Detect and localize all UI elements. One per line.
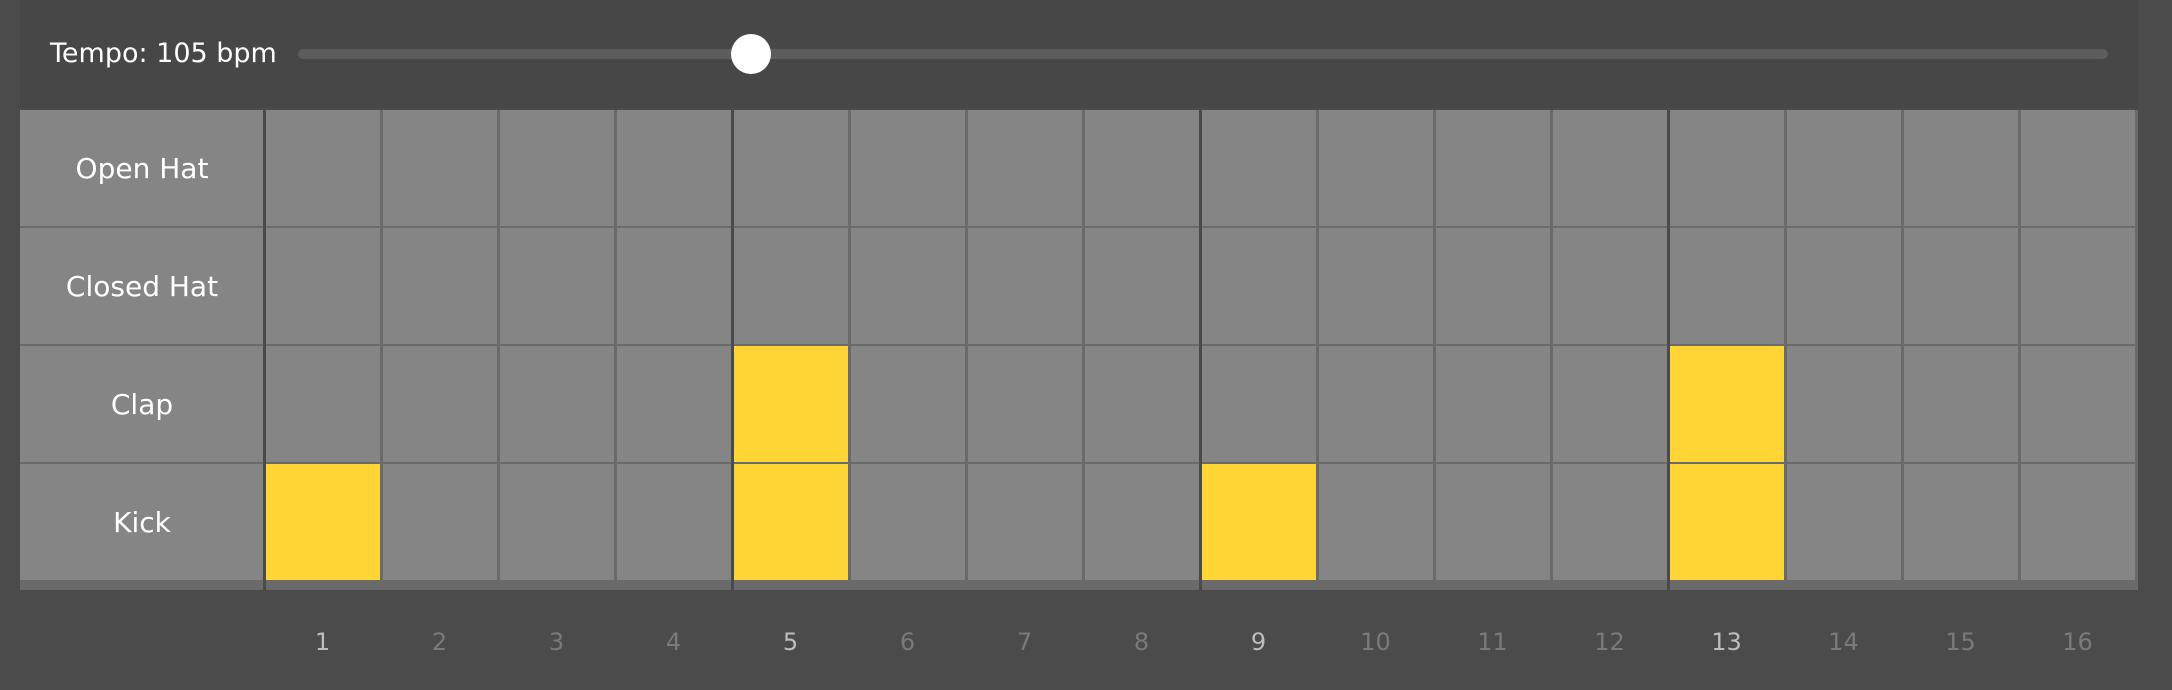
- step-number: 1: [314, 628, 331, 656]
- step-cell-open-hat-16[interactable]: [2021, 110, 2135, 226]
- step-cell-kick-4[interactable]: [617, 464, 731, 580]
- step-number: 7: [1016, 628, 1033, 656]
- step-number: 3: [548, 628, 565, 656]
- step-number: 14: [1828, 628, 1859, 656]
- tempo-slider-track[interactable]: [298, 49, 2108, 59]
- step-cell-kick-7[interactable]: [968, 464, 1082, 580]
- step-cell-kick-8[interactable]: [1085, 464, 1199, 580]
- step-cell-clap-5[interactable]: [734, 346, 848, 462]
- step-cell-clap-8[interactable]: [1085, 346, 1199, 462]
- step-cell-open-hat-4[interactable]: [617, 110, 731, 226]
- step-cell-closed-hat-10[interactable]: [1319, 228, 1433, 344]
- step-cell-open-hat-12[interactable]: [1553, 110, 1667, 226]
- step-cell-open-hat-14[interactable]: [1787, 110, 1901, 226]
- step-cell-kick-13[interactable]: [1670, 464, 1784, 580]
- step-cell-kick-9[interactable]: [1202, 464, 1316, 580]
- step-cell-open-hat-2[interactable]: [383, 110, 497, 226]
- step-number: 4: [665, 628, 682, 656]
- step-cell-closed-hat-14[interactable]: [1787, 228, 1901, 344]
- step-number: 8: [1133, 628, 1150, 656]
- step-cell-kick-10[interactable]: [1319, 464, 1433, 580]
- beat-divider: [263, 110, 266, 590]
- beat-divider: [731, 110, 734, 590]
- step-cell-clap-10[interactable]: [1319, 346, 1433, 462]
- step-number: 12: [1594, 628, 1625, 656]
- step-cell-closed-hat-1[interactable]: [266, 228, 380, 344]
- step-number: 16: [2062, 628, 2093, 656]
- step-cell-clap-11[interactable]: [1436, 346, 1550, 462]
- step-number: 6: [899, 628, 916, 656]
- step-number: 11: [1477, 628, 1508, 656]
- step-cell-kick-3[interactable]: [500, 464, 614, 580]
- step-cell-closed-hat-11[interactable]: [1436, 228, 1550, 344]
- step-cell-clap-9[interactable]: [1202, 346, 1316, 462]
- step-cell-closed-hat-8[interactable]: [1085, 228, 1199, 344]
- step-cell-clap-16[interactable]: [2021, 346, 2135, 462]
- step-cell-kick-1[interactable]: [266, 464, 380, 580]
- step-cell-kick-12[interactable]: [1553, 464, 1667, 580]
- step-cell-open-hat-1[interactable]: [266, 110, 380, 226]
- step-cell-clap-15[interactable]: [1904, 346, 2018, 462]
- step-number: 5: [782, 628, 799, 656]
- step-cell-kick-2[interactable]: [383, 464, 497, 580]
- step-number: 9: [1250, 628, 1267, 656]
- track-label-kick: Kick: [20, 464, 264, 580]
- step-cell-open-hat-7[interactable]: [968, 110, 1082, 226]
- step-cell-closed-hat-7[interactable]: [968, 228, 1082, 344]
- step-cell-closed-hat-16[interactable]: [2021, 228, 2135, 344]
- step-cell-kick-11[interactable]: [1436, 464, 1550, 580]
- step-sequencer-grid: Open Hat Closed Hat Clap Kick: [20, 110, 2138, 590]
- step-cell-kick-14[interactable]: [1787, 464, 1901, 580]
- step-cell-clap-2[interactable]: [383, 346, 497, 462]
- track-label-clap: Clap: [20, 346, 264, 462]
- step-cell-open-hat-10[interactable]: [1319, 110, 1433, 226]
- step-cell-closed-hat-13[interactable]: [1670, 228, 1784, 344]
- step-cell-clap-12[interactable]: [1553, 346, 1667, 462]
- tempo-bar: Tempo: 105 bpm: [20, 0, 2138, 108]
- step-cell-closed-hat-15[interactable]: [1904, 228, 2018, 344]
- step-cell-clap-13[interactable]: [1670, 346, 1784, 462]
- step-cell-open-hat-8[interactable]: [1085, 110, 1199, 226]
- track-label-closed-hat: Closed Hat: [20, 228, 264, 344]
- step-cell-clap-14[interactable]: [1787, 346, 1901, 462]
- step-cell-clap-1[interactable]: [266, 346, 380, 462]
- track-label-open-hat: Open Hat: [20, 110, 264, 226]
- step-number: 2: [431, 628, 448, 656]
- step-cell-clap-6[interactable]: [851, 346, 965, 462]
- beat-divider: [1667, 110, 1670, 590]
- step-number: 13: [1711, 628, 1742, 656]
- step-cell-kick-6[interactable]: [851, 464, 965, 580]
- step-cell-kick-15[interactable]: [1904, 464, 2018, 580]
- step-cell-closed-hat-4[interactable]: [617, 228, 731, 344]
- step-cell-closed-hat-5[interactable]: [734, 228, 848, 344]
- tempo-label: Tempo: 105 bpm: [50, 38, 277, 69]
- step-cell-clap-7[interactable]: [968, 346, 1082, 462]
- step-cell-closed-hat-3[interactable]: [500, 228, 614, 344]
- step-cell-open-hat-11[interactable]: [1436, 110, 1550, 226]
- step-cell-closed-hat-6[interactable]: [851, 228, 965, 344]
- beat-divider: [1199, 110, 1202, 590]
- step-number: 15: [1945, 628, 1976, 656]
- step-cell-open-hat-5[interactable]: [734, 110, 848, 226]
- step-cell-kick-5[interactable]: [734, 464, 848, 580]
- step-cell-clap-3[interactable]: [500, 346, 614, 462]
- step-cell-closed-hat-9[interactable]: [1202, 228, 1316, 344]
- step-cell-kick-16[interactable]: [2021, 464, 2135, 580]
- step-number: 10: [1360, 628, 1391, 656]
- step-cell-open-hat-3[interactable]: [500, 110, 614, 226]
- tempo-slider-thumb[interactable]: [730, 34, 771, 74]
- step-cell-closed-hat-2[interactable]: [383, 228, 497, 344]
- step-cell-open-hat-15[interactable]: [1904, 110, 2018, 226]
- step-cell-closed-hat-12[interactable]: [1553, 228, 1667, 344]
- step-cell-open-hat-6[interactable]: [851, 110, 965, 226]
- step-cell-open-hat-13[interactable]: [1670, 110, 1784, 226]
- step-cell-open-hat-9[interactable]: [1202, 110, 1316, 226]
- step-cell-clap-4[interactable]: [617, 346, 731, 462]
